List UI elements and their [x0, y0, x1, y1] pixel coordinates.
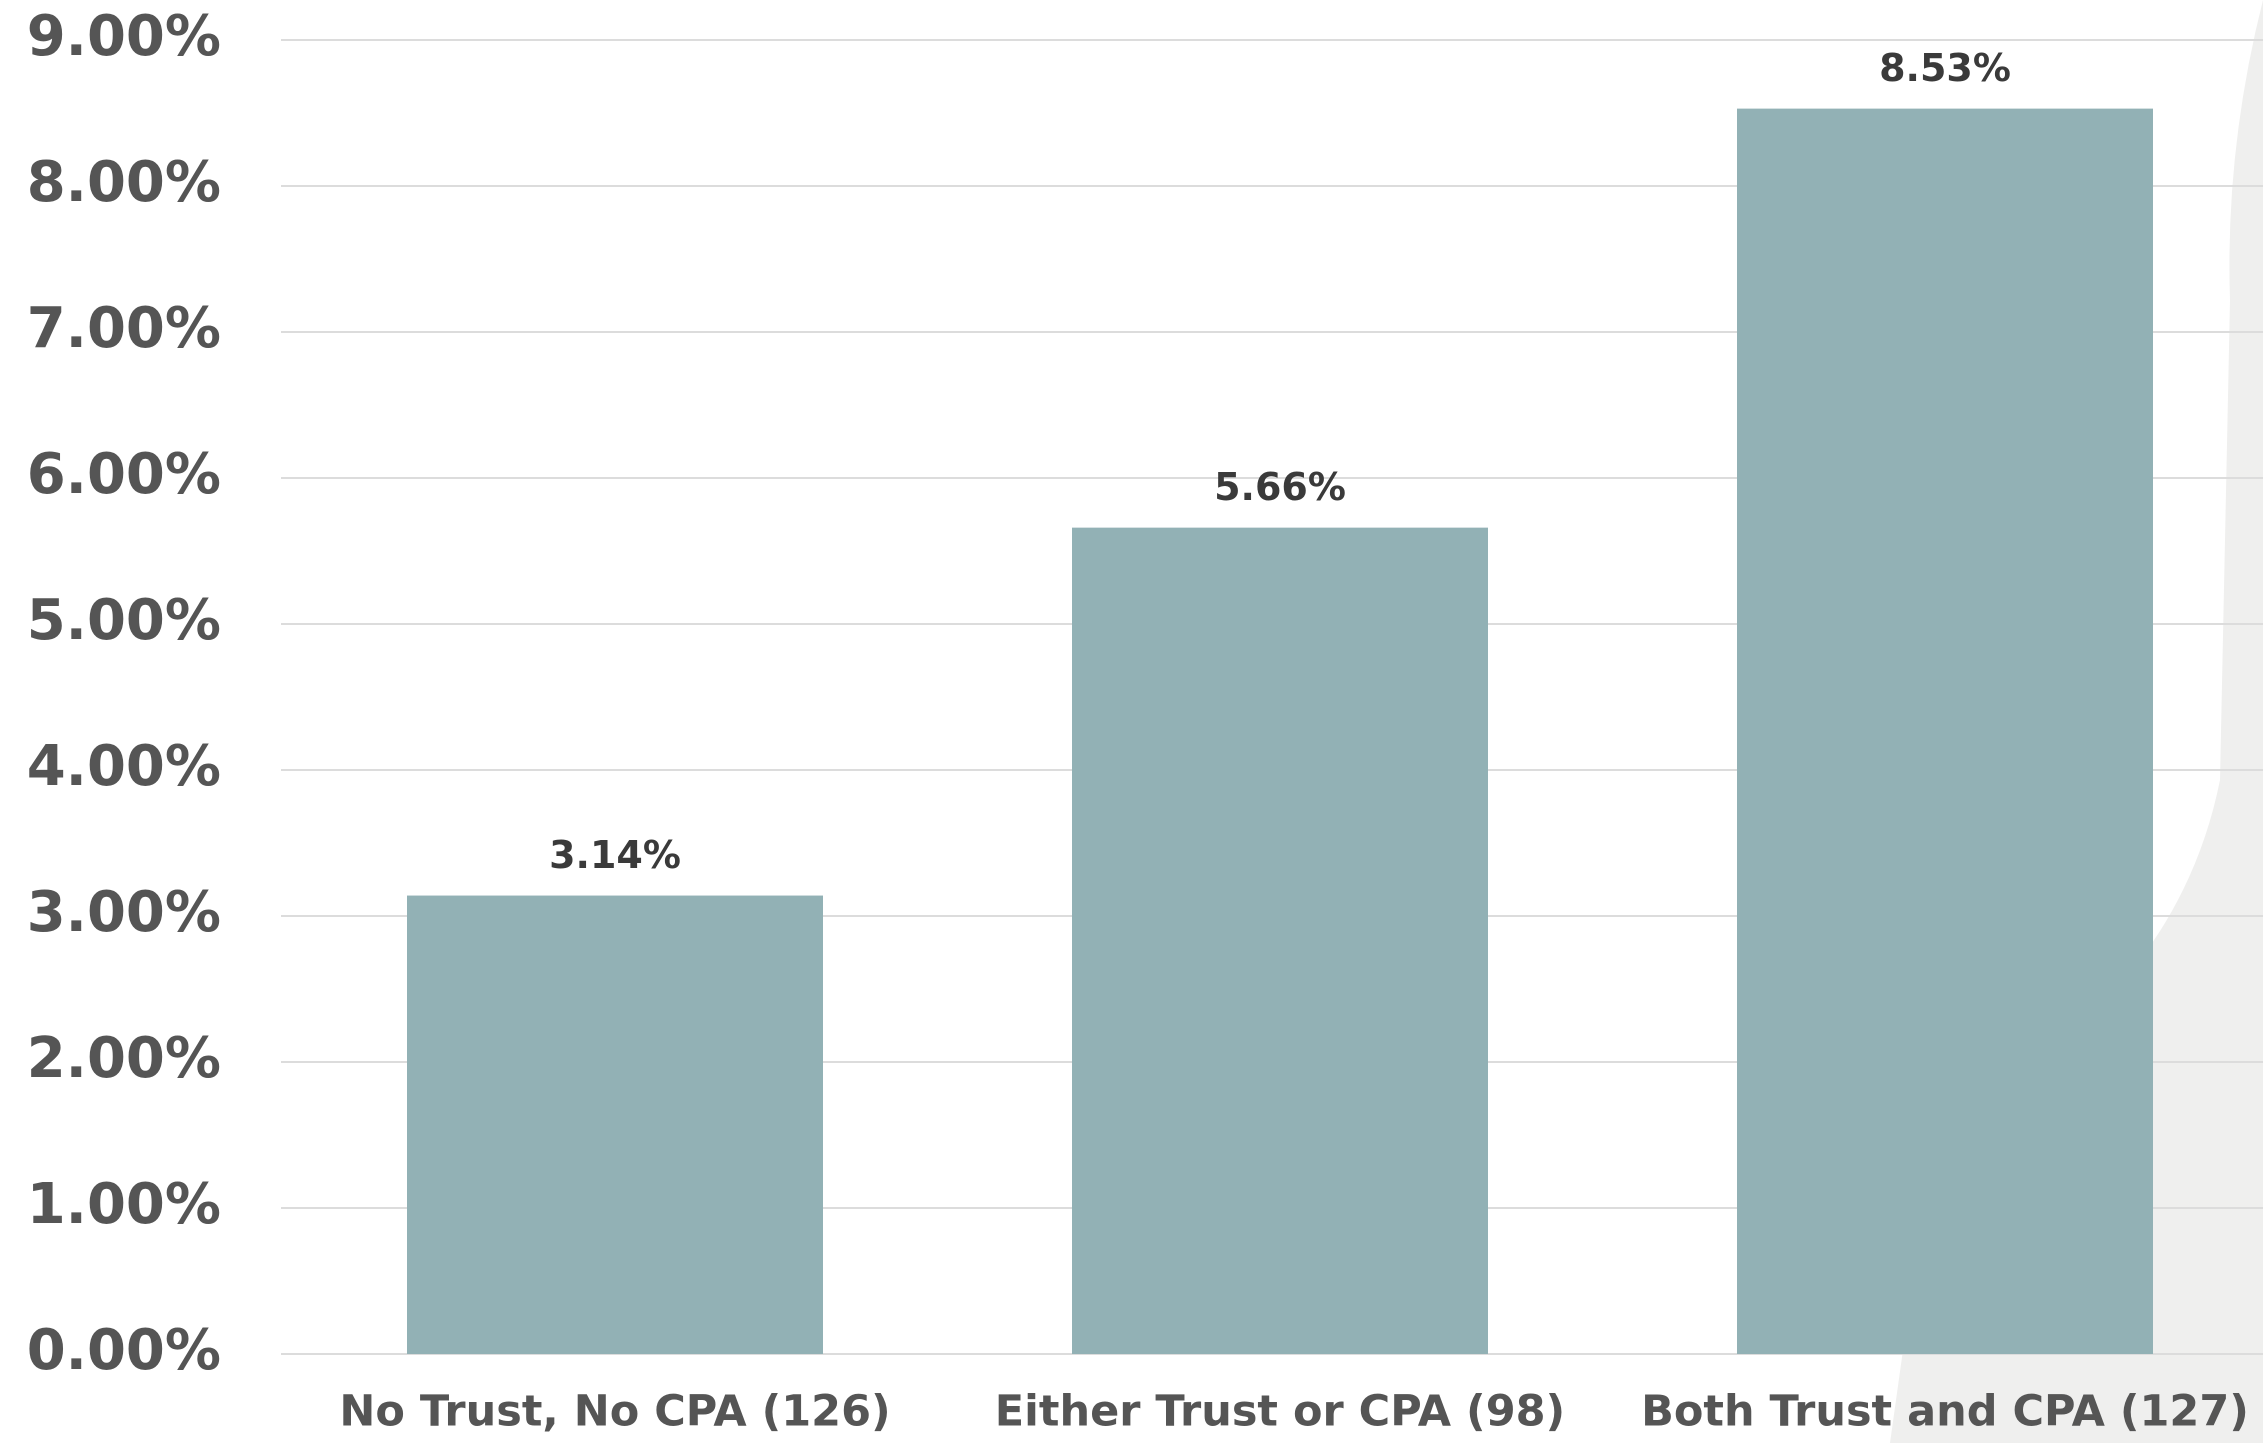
x-tick-label: No Trust, No CPA (126)	[339, 1387, 890, 1437]
y-tick-label: 4.00%	[27, 734, 221, 799]
bar	[1737, 108, 2153, 1355]
y-tick-label: 8.00%	[27, 150, 221, 215]
value-label: 3.14%	[549, 833, 681, 877]
value-label: 5.66%	[1214, 465, 1346, 509]
y-tick-label: 1.00%	[27, 1172, 221, 1237]
y-tick-label: 7.00%	[27, 296, 221, 361]
y-tick-label: 3.00%	[27, 880, 221, 945]
bar	[1072, 527, 1488, 1354]
y-tick-label: 9.00%	[27, 4, 221, 69]
x-tick-label: Either Trust or CPA (98)	[995, 1387, 1565, 1437]
value-label: 8.53%	[1879, 46, 2011, 90]
background-shape	[1890, 0, 2263, 1443]
x-tick-label: Both Trust and CPA (127)	[1641, 1387, 2249, 1437]
y-tick-label: 5.00%	[27, 588, 221, 653]
y-tick-label: 0.00%	[27, 1318, 221, 1383]
y-tick-label: 6.00%	[27, 442, 221, 507]
y-tick-label: 2.00%	[27, 1026, 221, 1091]
bar	[407, 895, 823, 1354]
